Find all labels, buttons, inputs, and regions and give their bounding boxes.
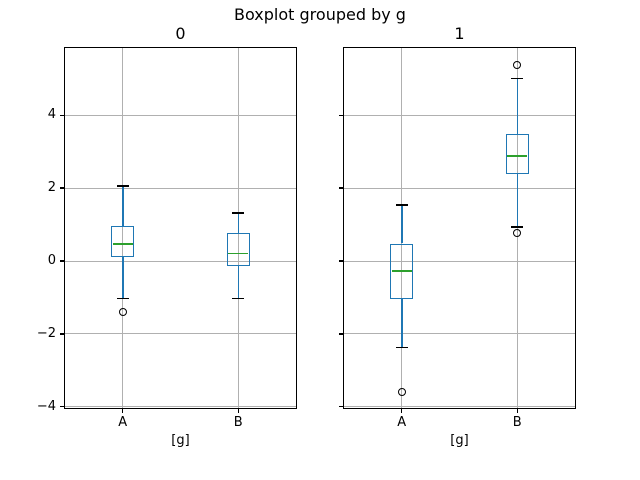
- upper-whisker-line: [516, 78, 518, 135]
- h-gridline: [65, 260, 296, 262]
- upper-whisker-line: [401, 204, 403, 244]
- x-tick-mark: [122, 409, 124, 413]
- lower-whisker-cap: [116, 297, 129, 300]
- h-gridline: [344, 333, 575, 335]
- v-gridline: [122, 48, 124, 408]
- upper-whisker-cap: [232, 212, 245, 214]
- x-tick-mark: [516, 409, 518, 413]
- box-rect: [226, 232, 250, 267]
- box-rect: [390, 243, 414, 300]
- upper-whisker-line: [122, 186, 124, 227]
- v-gridline: [516, 48, 518, 408]
- x-axis-label-1: [g]: [450, 433, 469, 448]
- x-tick-mark: [401, 409, 403, 413]
- y-tick-mark: [339, 114, 343, 116]
- y-tick-mark: [60, 260, 64, 262]
- subplot-1-title: 1: [454, 24, 465, 43]
- h-gridline: [344, 260, 575, 262]
- outlier-marker: [397, 387, 406, 396]
- figure-title: Boxplot grouped by g: [234, 5, 406, 24]
- outlier-marker: [118, 308, 127, 317]
- median-line: [507, 155, 528, 157]
- lower-whisker-cap: [395, 346, 408, 349]
- x-tick-mark: [237, 409, 239, 413]
- x-tick-label: A: [397, 415, 407, 430]
- subplot-0-title: 0: [175, 24, 186, 43]
- y-tick-mark: [60, 187, 64, 189]
- box-rect: [111, 226, 135, 257]
- upper-whisker-cap: [511, 77, 524, 80]
- y-tick-mark: [60, 333, 64, 335]
- h-gridline: [65, 333, 296, 335]
- h-gridline: [344, 187, 575, 189]
- y-tick-mark: [339, 187, 343, 189]
- outlier-marker: [513, 60, 522, 69]
- x-tick-label: A: [118, 415, 128, 430]
- y-tick-label: 4: [47, 107, 56, 123]
- h-gridline: [344, 114, 575, 116]
- median-line: [228, 252, 249, 255]
- y-tick-mark: [339, 406, 343, 408]
- y-tick-mark: [339, 260, 343, 262]
- y-tick-label: 2: [47, 180, 56, 196]
- y-tick-label: −4: [36, 398, 56, 414]
- x-axis-label-0: [g]: [171, 433, 190, 448]
- y-tick-mark: [60, 406, 64, 408]
- h-gridline: [65, 406, 296, 408]
- y-tick-label: −2: [36, 325, 56, 341]
- h-gridline: [65, 114, 296, 116]
- h-gridline: [344, 406, 575, 408]
- upper-whisker-line: [237, 212, 239, 233]
- y-tick-label: 0: [47, 253, 56, 268]
- box-rect: [505, 134, 529, 175]
- outlier-marker: [513, 228, 522, 237]
- lower-whisker-line: [401, 299, 403, 348]
- lower-whisker-line: [122, 256, 124, 299]
- x-tick-label: B: [512, 415, 522, 430]
- median-line: [112, 243, 133, 245]
- x-tick-label: B: [233, 415, 243, 430]
- y-tick-mark: [339, 333, 343, 335]
- upper-whisker-cap: [395, 204, 408, 206]
- y-tick-mark: [60, 114, 64, 116]
- median-line: [391, 270, 412, 272]
- lower-whisker-line: [237, 266, 239, 299]
- h-gridline: [65, 187, 296, 189]
- axes-group-0: −4 −2 0 2 4 A B: [37, 47, 297, 430]
- lower-whisker-line: [516, 174, 518, 228]
- lower-whisker-cap: [511, 226, 524, 228]
- upper-whisker-cap: [116, 185, 129, 187]
- lower-whisker-cap: [232, 297, 245, 300]
